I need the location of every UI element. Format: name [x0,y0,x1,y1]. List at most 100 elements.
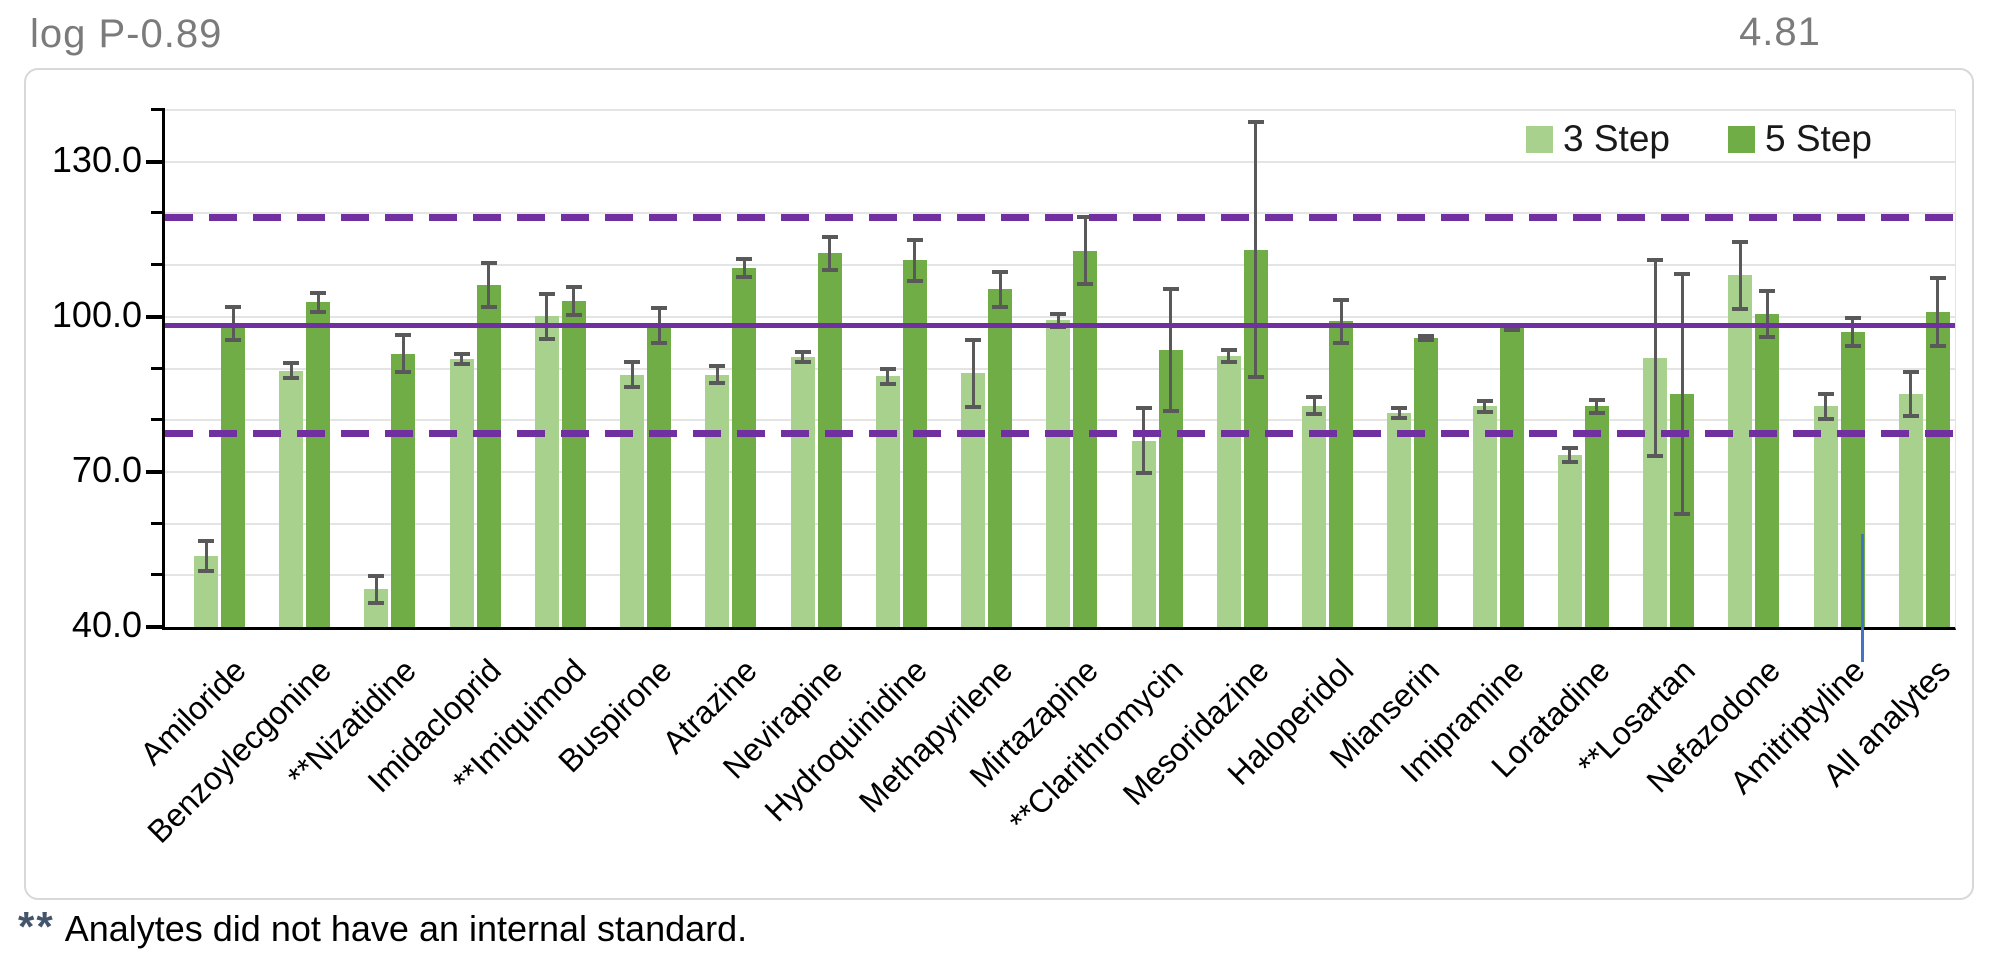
error-cap-bottom-Haloperidol [1306,411,1323,416]
bar-5step-Mianserin[interactable] [1414,338,1439,627]
error-cap-top-Mianserin [1391,405,1408,410]
gridline-100 [165,315,1955,318]
error-cap-bottom-Loratadine [1561,459,1578,464]
bar-3step-Atrazine[interactable] [705,374,730,627]
bar-5step-Benzoylecgonine[interactable] [306,302,331,627]
bar-3step-Hydroquinidine[interactable] [875,376,900,627]
bar-3step-Imipramine[interactable] [1472,406,1497,627]
bar-3step-Loratadine[interactable] [1557,454,1582,627]
bar-5step-Buspirone[interactable] [647,325,672,627]
logp-max-label: 4.81 [1739,10,1821,54]
error-bar-Buspirone [630,362,634,388]
error-cap-top-Imidacloprid [453,351,470,356]
legend-item-3step[interactable]: 3 Step [1526,118,1670,160]
footnote: ** Analytes did not have an internal sta… [18,903,747,951]
legend-label-3step: 3 Step [1563,118,1670,159]
bar-3step-Imidacloprid[interactable] [449,358,474,627]
bar-3step-Methapyrilene[interactable] [961,373,986,627]
error-cap-top-Haloperidol [1306,395,1323,400]
error-cap-bottom-Amiloride [225,338,241,343]
y-axis-tick-80 [151,418,165,422]
error-cap-bottom-**Nizatidine [395,370,412,375]
error-cap-top-Benzoylecgonine [283,361,300,366]
bar-5step-All analytes[interactable] [1925,312,1950,627]
y-axis-tick-40 [146,625,165,629]
bar-5step-Hydroquinidine[interactable] [902,260,927,627]
bar-5step-Nefazodone[interactable] [1755,314,1780,627]
bar-5step-Amiloride[interactable] [221,323,245,627]
error-cap-top-Hydroquinidine [879,366,896,371]
error-bar-**Losartan [1653,259,1657,457]
bar-5step-**Nizatidine[interactable] [391,353,416,627]
error-cap-top-Benzoylecgonine [310,290,327,295]
error-bar-Loratadine [1595,399,1599,413]
bar-5step-Atrazine[interactable] [732,268,757,627]
error-cap-top-Methapyrilene [992,269,1009,274]
error-cap-top-Nevirapine [821,234,838,239]
error-bar-**Clarithromycin [1169,289,1173,412]
error-bar-**Clarithromycin [1142,408,1146,474]
error-bar-Methapyrilene [971,339,975,407]
error-cap-bottom-**Imiquimod [565,313,582,318]
y-axis-tick-100 [146,314,165,319]
error-bar-All analytes [1909,371,1913,417]
error-bar-Mianserin [1424,335,1428,341]
bar-5step-Methapyrilene[interactable] [988,289,1013,627]
error-cap-top-Atrazine [736,257,753,262]
error-cap-bottom-**Imiquimod [538,336,555,341]
error-cap-bottom-Amitriptyline [1844,343,1861,348]
error-cap-bottom-Haloperidol [1333,341,1350,346]
error-cap-top-Nefazodone [1732,239,1749,244]
error-cap-bottom-Amiloride [198,568,214,573]
dashed-limit-line-lower [165,429,1955,437]
bar-5step-Mirtazapine[interactable] [1073,250,1098,627]
bar-3step-Amitriptyline[interactable] [1813,406,1838,627]
error-cap-top-**Losartan [1647,257,1664,262]
bar-3step-Benzoylecgonine[interactable] [279,370,304,627]
bar-3step-Nevirapine[interactable] [790,357,815,627]
legend-swatch-3step [1526,125,1553,153]
y-axis-tick-140 [151,108,165,111]
bar-5step-Imidacloprid[interactable] [476,284,501,627]
error-bar-**Imiquimod [572,287,576,316]
footnote-asterisks: ** [18,903,55,950]
legend-item-5step[interactable]: 5 Step [1727,118,1872,160]
y-axis-label-100.0: 100.0 [51,293,142,335]
error-cap-top-Hydroquinidine [906,238,923,243]
error-cap-top-Loratadine [1588,397,1605,402]
error-bar-Benzoylecgonine [289,363,293,378]
blue-annotation-line [1861,534,1864,662]
bar-5step-Nevirapine[interactable] [817,253,842,627]
bar-3step-Buspirone[interactable] [620,374,645,627]
bar-3step-Mirtazapine[interactable] [1046,320,1071,627]
error-bar-Nefazodone [1738,241,1742,310]
error-cap-top-Mesoridazine [1247,120,1264,125]
error-bar-Imipramine [1483,400,1487,412]
error-cap-bottom-Amitriptyline [1817,416,1834,421]
error-bar-All analytes [1936,278,1940,347]
bar-5step-Amitriptyline[interactable] [1840,331,1865,627]
error-cap-bottom-Mesoridazine [1220,359,1237,364]
bar-5step-**Imiquimod[interactable] [561,301,586,627]
bar-3step-**Imiquimod[interactable] [534,316,559,627]
error-cap-bottom-Atrazine [709,380,726,385]
error-bar-**Nizatidine [374,575,378,603]
bar-3step-Nefazodone[interactable] [1728,275,1753,627]
error-cap-bottom-Hydroquinidine [906,278,923,283]
error-cap-top-**Imiquimod [538,292,555,297]
bar-5step-Loratadine[interactable] [1584,406,1609,627]
bar-3step-Mianserin[interactable] [1387,412,1412,627]
error-bar-Atrazine [742,259,746,277]
error-cap-top-Imidacloprid [480,260,497,265]
bar-5step-Imipramine[interactable] [1499,328,1524,627]
error-cap-top-Amiloride [225,304,241,309]
mean-reference-line [165,322,1955,328]
bar-3step-Haloperidol[interactable] [1302,405,1327,627]
error-cap-top-Imipramine [1476,398,1493,403]
error-bar-Imipramine [1510,326,1514,331]
error-cap-top-Amitriptyline [1844,315,1861,320]
bar-5step-Haloperidol[interactable] [1329,321,1354,627]
error-cap-top-**Losartan [1674,271,1691,276]
bar-3step-Mesoridazine[interactable] [1216,356,1241,627]
